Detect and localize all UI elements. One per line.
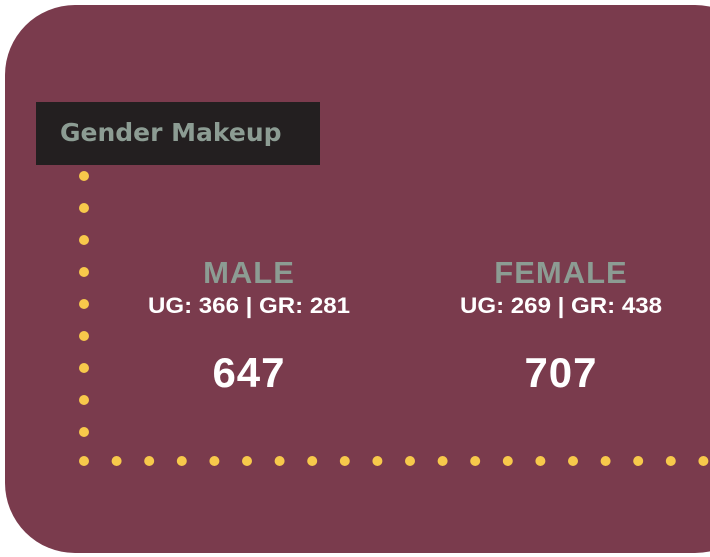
group-label: FEMALE [494, 255, 627, 290]
dot [242, 456, 252, 466]
group-total: 647 [212, 349, 285, 396]
dot [79, 395, 89, 405]
dot [470, 456, 481, 466]
dot [502, 456, 513, 466]
dot [665, 456, 676, 466]
dot [372, 456, 383, 466]
dot [79, 171, 89, 181]
dot [79, 235, 89, 245]
dot [698, 456, 709, 466]
dot [79, 331, 89, 341]
group-total: 707 [524, 349, 597, 396]
dot [79, 299, 89, 309]
dot [307, 456, 318, 466]
dot [209, 456, 220, 466]
group-detail: UG: 269 | GR: 438 [460, 293, 662, 318]
dot [535, 456, 546, 466]
dot [144, 456, 155, 466]
dot [111, 456, 122, 466]
title: Gender Makeup [60, 118, 282, 147]
group-detail: UG: 366 | GR: 281 [148, 293, 350, 318]
dot [79, 427, 89, 437]
dotted-border [79, 171, 709, 466]
group-label: MALE [203, 255, 295, 290]
dot [405, 456, 415, 466]
dot [568, 456, 578, 466]
dot [79, 267, 89, 277]
dot [339, 456, 350, 466]
dot [79, 363, 89, 373]
dot [633, 456, 644, 466]
dot [600, 456, 611, 466]
dot [274, 456, 285, 466]
groups: MALE UG: 366 | GR: 281 647 FEMALE UG: 269 | … [148, 255, 662, 396]
title-box [36, 102, 320, 165]
dot [79, 456, 89, 466]
dot [176, 456, 187, 466]
dot [79, 203, 89, 213]
dot [437, 456, 448, 466]
